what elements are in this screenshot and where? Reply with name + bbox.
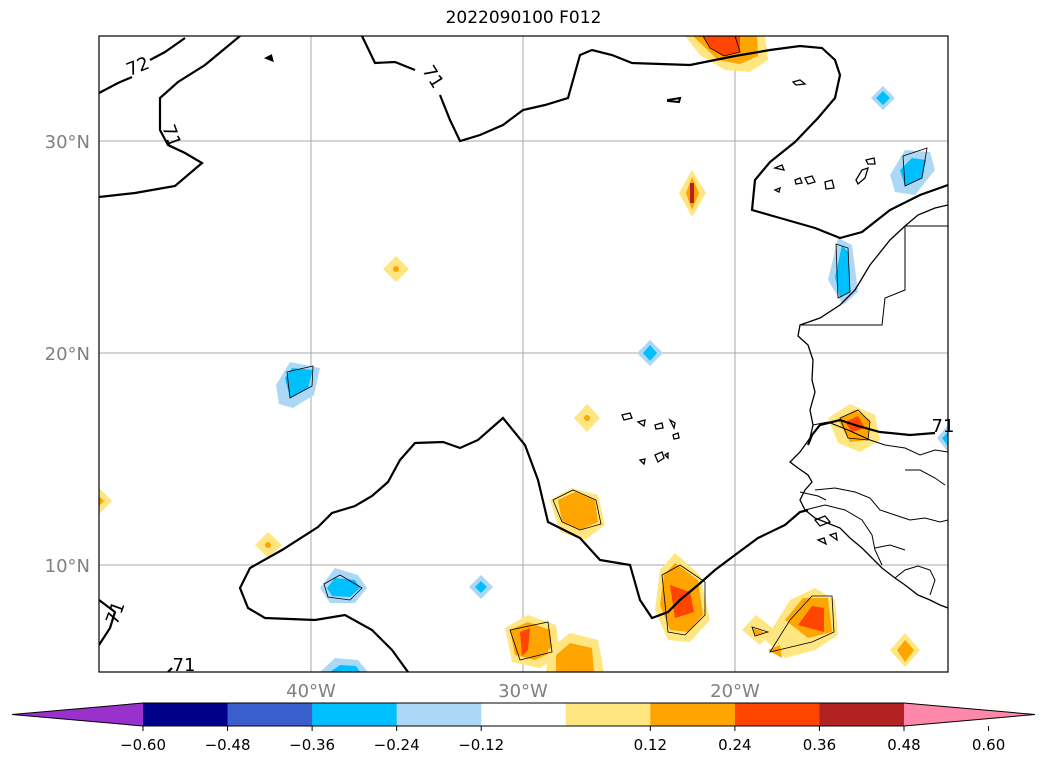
- colorbar-tick-label: 0.48: [887, 736, 920, 754]
- colorbar-tick-label: −0.60: [120, 736, 166, 754]
- cool-anomaly-blob: [637, 340, 663, 366]
- colorbar-segment: [734, 703, 820, 726]
- colorbar-extend-high: [904, 703, 1035, 726]
- country-borders: [799, 225, 948, 596]
- warm-anomaly-blob: [574, 404, 600, 432]
- thick-contours: [99, 36, 948, 672]
- lon-label-40w: 40°W: [286, 681, 336, 702]
- contour-label: 71: [173, 655, 196, 676]
- colorbar-tick-label: 0.60: [972, 736, 1005, 754]
- cool-anomaly-blob: [828, 238, 858, 305]
- colorbar-tick-label: −0.48: [205, 736, 251, 754]
- coastlines: [263, 54, 948, 609]
- cool-anomaly-blob: [320, 658, 368, 672]
- warm-anomaly-blob: [765, 588, 838, 658]
- warm-anomaly-blob: [255, 532, 282, 558]
- warm-anomaly-blob: [679, 170, 706, 217]
- warm-anomaly-blob: [685, 36, 768, 72]
- colorbar-segment: [143, 703, 229, 726]
- lat-label-20n: 20°N: [45, 344, 90, 365]
- colorbar-segment: [481, 703, 567, 726]
- colorbar-tick-label: −0.12: [458, 736, 504, 754]
- colorbar-tick-label: 0.24: [718, 736, 751, 754]
- contour-label: 71: [932, 416, 955, 437]
- lat-label-30n: 30°N: [45, 132, 90, 153]
- colorbar-tick-label: 0.12: [634, 736, 667, 754]
- colorbar-segment: [819, 703, 905, 726]
- lon-labels: 40°W 30°W 20°W: [286, 681, 760, 702]
- lat-label-10n: 10°N: [45, 556, 90, 577]
- lat-labels: 30°N 20°N 10°N: [45, 132, 90, 577]
- colorbar-tick-label: −0.36: [289, 736, 335, 754]
- warm-anomaly-blob: [99, 488, 112, 514]
- thin-contours: [286, 36, 928, 661]
- colorbar-segment: [227, 703, 313, 726]
- map-plot-area: [98, 35, 949, 673]
- cool-anomaly-blob: [469, 575, 493, 599]
- warm-anomaly-blob: [546, 633, 604, 672]
- warm-anomaly-blob: [890, 633, 920, 667]
- shaded-anomalies: [99, 36, 948, 672]
- colorbar-segment: [565, 703, 651, 726]
- lon-label-30w: 30°W: [498, 681, 548, 702]
- lon-label-20w: 20°W: [710, 681, 760, 702]
- cool-anomaly-blob: [937, 425, 948, 452]
- map-title: 2022090100 F012: [445, 8, 602, 28]
- warm-anomaly-blob: [383, 256, 409, 282]
- colorbar-tick-label: 0.36: [803, 736, 836, 754]
- colorbar-segment: [396, 703, 482, 726]
- colorbar-segment: [650, 703, 736, 726]
- colorbar-segment: [312, 703, 398, 726]
- cool-anomaly-blob: [871, 86, 895, 110]
- colorbar-extend-low: [12, 703, 143, 726]
- colorbar-tick-label: −0.24: [374, 736, 420, 754]
- map-frame: [98, 35, 949, 673]
- colorbar: −0.60 −0.48 −0.36 −0.24 −0.12 0.12 0.24 0.36 0.4…: [11, 702, 1036, 754]
- graticule: [99, 36, 948, 672]
